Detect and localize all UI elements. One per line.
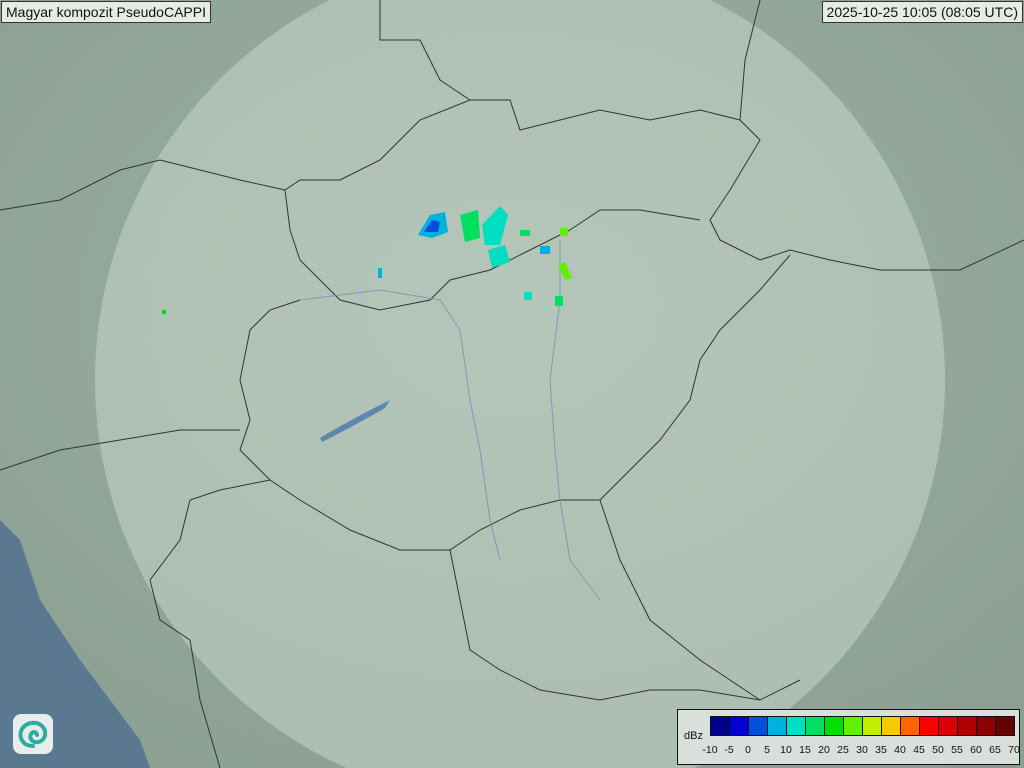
legend-tick-label: 65 <box>989 744 1001 756</box>
legend-tick-label: 55 <box>951 744 963 756</box>
legend-swatch <box>749 717 768 735</box>
legend-swatch <box>977 717 996 735</box>
radar-coverage <box>95 0 945 768</box>
legend-swatch <box>844 717 863 735</box>
legend-tick-label: -5 <box>724 744 734 756</box>
legend-tick-label: 50 <box>932 744 944 756</box>
legend-swatch <box>920 717 939 735</box>
legend-tick-label: 30 <box>856 744 868 756</box>
legend-tick-label: 40 <box>894 744 906 756</box>
legend-ticks: -10 -5 0 5 10 15 20 25 30 35 40 45 50 55 60 65 70 <box>702 744 1019 762</box>
legend-swatch <box>939 717 958 735</box>
legend-unit: dBz <box>684 730 703 742</box>
radar-echoes <box>162 206 572 314</box>
dbz-legend: dBz -10 -5 0 5 10 15 20 25 30 35 40 45 50 55 60 65 70 <box>677 709 1020 765</box>
legend-colorbar <box>710 716 1015 736</box>
product-title: Magyar kompozit PseudoCAPPI <box>1 1 211 23</box>
legend-swatch <box>882 717 901 735</box>
legend-tick-label: 15 <box>799 744 811 756</box>
legend-swatch <box>806 717 825 735</box>
legend-swatch <box>711 717 730 735</box>
legend-tick-label: 35 <box>875 744 887 756</box>
legend-swatch <box>730 717 749 735</box>
swirl-logo-icon[interactable] <box>13 714 53 754</box>
legend-swatch <box>863 717 882 735</box>
legend-tick-label: 10 <box>780 744 792 756</box>
legend-swatch <box>825 717 844 735</box>
legend-tick-label: -10 <box>702 744 718 756</box>
legend-tick-label: 20 <box>818 744 830 756</box>
legend-swatch <box>996 717 1014 735</box>
legend-tick-label: 45 <box>913 744 925 756</box>
legend-swatch <box>787 717 806 735</box>
adriatic-sea <box>0 520 150 768</box>
legend-swatch <box>768 717 787 735</box>
legend-tick-label: 70 <box>1008 744 1020 756</box>
legend-tick-label: 60 <box>970 744 982 756</box>
lake-balaton <box>320 400 390 442</box>
legend-tick-label: 25 <box>837 744 849 756</box>
legend-swatch <box>958 717 977 735</box>
legend-swatch <box>901 717 920 735</box>
timestamp: 2025-10-25 10:05 (08:05 UTC) <box>821 1 1023 23</box>
legend-tick-label: 5 <box>764 744 770 756</box>
legend-tick-label: 0 <box>745 744 751 756</box>
